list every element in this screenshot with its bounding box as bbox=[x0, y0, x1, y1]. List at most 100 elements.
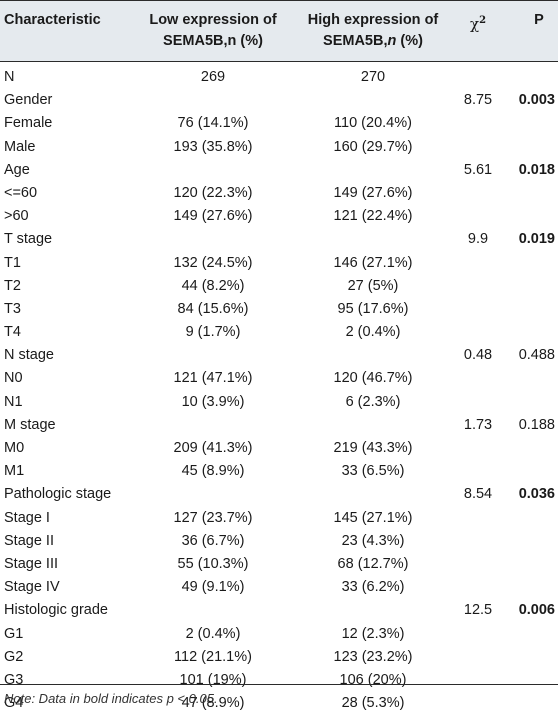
row-chi-square: 8.54 bbox=[463, 486, 493, 503]
table-row: T1 132 (24.5%) 146 (27.1%) bbox=[0, 252, 558, 275]
table-row: T3 84 (15.6%) 95 (17.6%) bbox=[0, 298, 558, 321]
row-high-expression: 270 bbox=[360, 69, 386, 85]
row-low-expression: 45 (8.9%) bbox=[181, 463, 245, 480]
row-low-expression: 76 (14.1%) bbox=[177, 115, 249, 132]
row-label: G4 bbox=[4, 695, 24, 712]
table-row: Stage II 36 (6.7%) 23 (4.3%) bbox=[0, 530, 558, 553]
row-low-expression: 9 (1.7%) bbox=[185, 324, 241, 341]
row-label: Age bbox=[4, 161, 30, 178]
row-p-value: 0.019 bbox=[518, 231, 555, 248]
table-row: G1 2 (0.4%) 12 (2.3%) bbox=[0, 623, 558, 646]
header-chi-symbol: χ bbox=[469, 15, 480, 33]
row-high-expression: 23 (4.3%) bbox=[341, 532, 405, 549]
table-header: Characteristic Low expression of SEMA5B,… bbox=[0, 0, 558, 62]
header-p-value: P bbox=[534, 12, 544, 28]
row-high-expression: 106 (20%) bbox=[339, 671, 407, 688]
table-row: Pathologic stage 8.54 0.036 bbox=[0, 483, 558, 506]
row-label: M1 bbox=[4, 463, 25, 480]
row-label: N1 bbox=[4, 393, 23, 410]
row-label: T stage bbox=[4, 231, 53, 248]
row-low-expression: 44 (8.2%) bbox=[181, 277, 245, 294]
row-low-expression: 127 (23.7%) bbox=[173, 509, 253, 526]
row-p-value: 0.006 bbox=[518, 602, 555, 619]
table-row: G3 101 (19%) 106 (20%) bbox=[0, 669, 558, 692]
row-label: T4 bbox=[4, 324, 21, 341]
header-high-line2-a: SEMA5B, bbox=[323, 33, 388, 49]
header-high-line1: High expression of bbox=[307, 12, 439, 28]
table-row: Stage IV 49 (9.1%) 33 (6.2%) bbox=[0, 576, 558, 599]
row-p-value: 0.018 bbox=[518, 161, 555, 178]
row-high-expression: 6 (2.3%) bbox=[345, 393, 401, 410]
row-label: Gender bbox=[4, 92, 53, 109]
header-low-line1: Low expression of bbox=[149, 12, 277, 28]
table-row: M0 209 (41.3%) 219 (43.3%) bbox=[0, 437, 558, 460]
row-label: >60 bbox=[4, 208, 29, 225]
header-low-expression: Low expression of SEMA5B,n (%) bbox=[138, 10, 288, 52]
row-low-expression: 121 (47.1%) bbox=[173, 370, 253, 387]
table-row: >60 149 (27.6%) 121 (22.4%) bbox=[0, 205, 558, 228]
row-low-expression: 2 (0.4%) bbox=[185, 625, 241, 642]
row-chi-square: 0.48 bbox=[463, 347, 493, 364]
row-label: Stage III bbox=[4, 555, 59, 572]
row-p-value: 0.188 bbox=[518, 416, 555, 433]
row-high-expression: 123 (23.2%) bbox=[333, 648, 413, 665]
row-low-expression: 55 (10.3%) bbox=[177, 555, 249, 572]
row-low-expression: 120 (22.3%) bbox=[173, 184, 253, 201]
table-row: Stage III 55 (10.3%) 68 (12.7%) bbox=[0, 553, 558, 576]
row-chi-square: 12.5 bbox=[463, 602, 493, 619]
row-low-expression: 101 (19%) bbox=[179, 671, 247, 688]
row-label: Stage IV bbox=[4, 579, 60, 596]
row-low-expression: 10 (3.9%) bbox=[181, 393, 245, 410]
table-row: Stage I 127 (23.7%) 145 (27.1%) bbox=[0, 507, 558, 530]
row-low-expression: 209 (41.3%) bbox=[173, 440, 253, 456]
row-high-expression: 145 (27.1%) bbox=[333, 509, 413, 526]
header-characteristic: Characteristic bbox=[4, 12, 101, 28]
row-high-expression: 12 (2.3%) bbox=[341, 625, 405, 642]
row-chi-square: 1.73 bbox=[463, 416, 493, 433]
row-chi-square: 9.9 bbox=[467, 231, 489, 248]
header-chi-superscript: 2 bbox=[479, 15, 487, 26]
table-row: N stage 0.48 0.488 bbox=[0, 344, 558, 367]
row-label: Pathologic stage bbox=[4, 486, 112, 503]
table-bottom-rule bbox=[0, 684, 558, 685]
row-low-expression: 269 bbox=[200, 69, 226, 85]
row-label: Stage I bbox=[4, 509, 50, 526]
row-high-expression: 110 (20.4%) bbox=[334, 115, 412, 132]
row-low-expression: 193 (35.8%) bbox=[173, 138, 253, 155]
table-row: T2 44 (8.2%) 27 (5%) bbox=[0, 275, 558, 298]
table-row: Gender 8.75 0.003 bbox=[0, 89, 558, 112]
row-p-value: 0.003 bbox=[518, 92, 555, 109]
header-high-line2-c: (%) bbox=[396, 33, 423, 49]
row-high-expression: 2 (0.4%) bbox=[345, 324, 401, 341]
row-label: M0 bbox=[4, 440, 25, 456]
row-low-expression: 132 (24.5%) bbox=[173, 254, 253, 271]
table-row: T4 9 (1.7%) 2 (0.4%) bbox=[0, 321, 558, 344]
row-label: M stage bbox=[4, 416, 56, 433]
table-row: M stage 1.73 0.188 bbox=[0, 414, 558, 437]
table-body: N 269 270 Gender 8.75 0.003 Female 76 (14.1%) 11… bbox=[0, 66, 558, 715]
row-p-value: 0.036 bbox=[518, 486, 555, 503]
row-high-expression: 33 (6.5%) bbox=[341, 463, 405, 480]
row-label: Stage II bbox=[4, 532, 54, 549]
row-label: Male bbox=[4, 138, 36, 155]
table-row: N 269 270 bbox=[0, 66, 558, 89]
header-high-expression: High expression of SEMA5B,n (%) bbox=[298, 10, 448, 52]
row-label: N bbox=[4, 69, 15, 85]
table-row: G2 112 (21.1%) 123 (23.2%) bbox=[0, 646, 558, 669]
row-high-expression: 95 (17.6%) bbox=[337, 300, 409, 317]
table-row: G4 47 (8.9%) 28 (5.3%) bbox=[0, 692, 558, 715]
table-row: M1 45 (8.9%) 33 (6.5%) bbox=[0, 460, 558, 483]
row-high-expression: 68 (12.7%) bbox=[337, 555, 409, 572]
row-high-expression: 121 (22.4%) bbox=[333, 208, 413, 225]
header-high-line2: SEMA5B,n (%) bbox=[298, 31, 448, 52]
table-row: Age 5.61 0.018 bbox=[0, 159, 558, 182]
header-low-line2: SEMA5B,n (%) bbox=[163, 33, 263, 49]
table-row: Female 76 (14.1%) 110 (20.4%) bbox=[0, 112, 558, 135]
row-low-expression: 47 (8.9%) bbox=[181, 695, 245, 712]
table-row: T stage 9.9 0.019 bbox=[0, 228, 558, 251]
header-chi-square: χ2 bbox=[460, 10, 496, 35]
row-p-value: 0.488 bbox=[518, 347, 555, 364]
row-high-expression: 149 (27.6%) bbox=[333, 184, 413, 201]
row-low-expression: 149 (27.6%) bbox=[173, 208, 253, 225]
